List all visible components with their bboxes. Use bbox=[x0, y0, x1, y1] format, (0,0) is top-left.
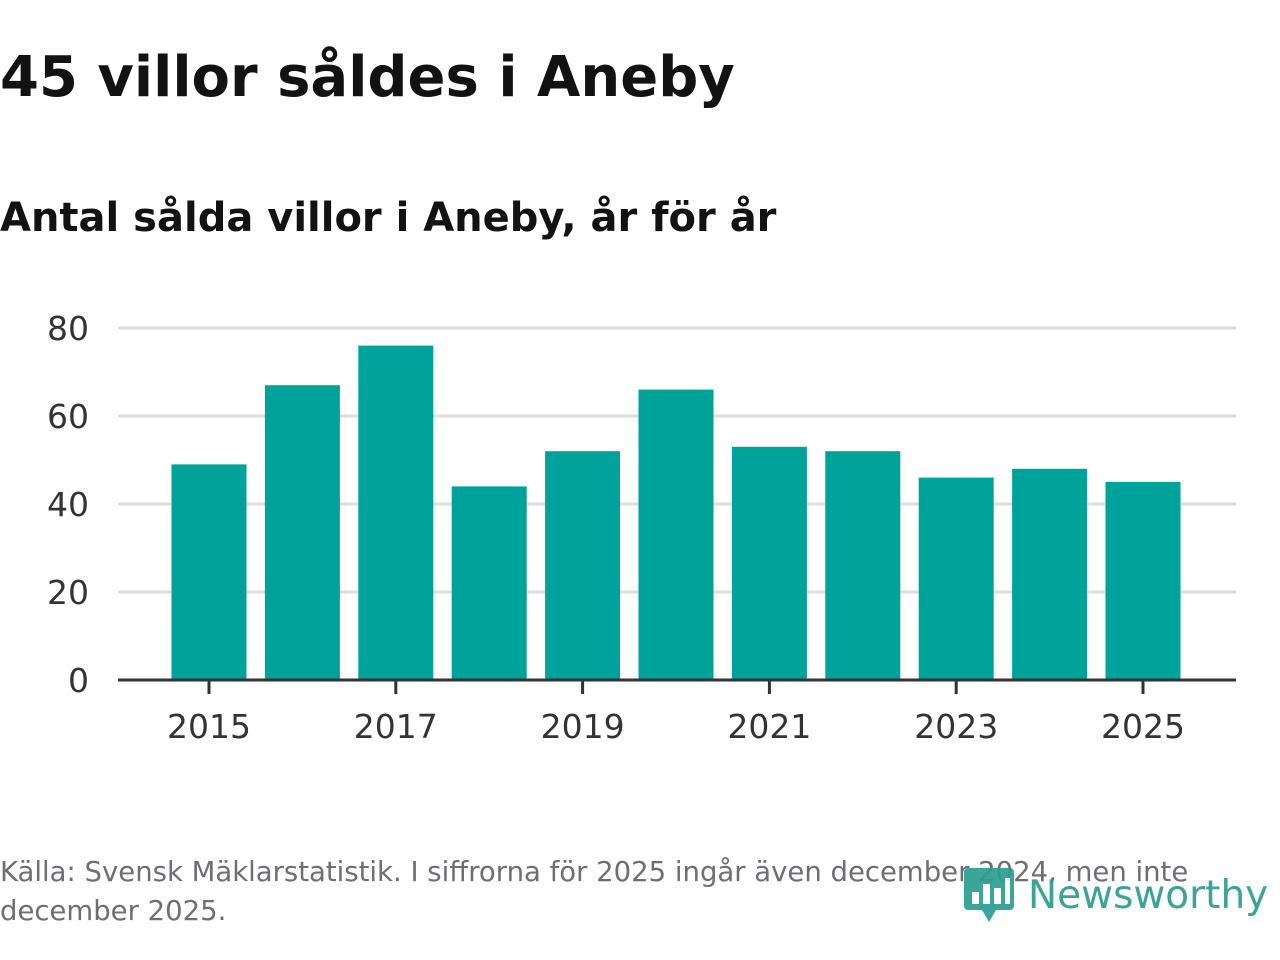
bar-2022 bbox=[825, 451, 901, 680]
bars bbox=[171, 345, 1181, 680]
bar-2021 bbox=[731, 446, 807, 680]
y-tick-label: 80 bbox=[47, 309, 89, 348]
x-tick-label: 2019 bbox=[541, 707, 625, 746]
chart-subtitle: Antal sålda villor i Aneby, år för år bbox=[0, 195, 777, 241]
bar-2020 bbox=[638, 389, 714, 680]
bar-2015 bbox=[171, 464, 247, 680]
y-tick-label: 0 bbox=[68, 661, 89, 700]
y-tick-label: 60 bbox=[47, 397, 89, 436]
bar-2018 bbox=[451, 486, 527, 680]
bar-chart: 0 20 40 60 80 2015 2017 2019 2021 2023 2025 bbox=[47, 309, 1236, 746]
y-tick-label: 20 bbox=[47, 573, 89, 612]
x-tick-label: 2025 bbox=[1101, 707, 1185, 746]
bar-2023 bbox=[918, 477, 994, 680]
x-axis-ticks: 2015 2017 2019 2021 2023 2025 bbox=[167, 680, 1185, 746]
y-tick-label: 40 bbox=[47, 485, 89, 524]
bar-2025 bbox=[1105, 482, 1181, 680]
bar-2019 bbox=[545, 451, 621, 680]
y-axis-ticks: 0 20 40 60 80 bbox=[47, 309, 89, 700]
chart-title: 45 villor såldes i Aneby bbox=[0, 45, 735, 110]
bar-2024 bbox=[1012, 468, 1088, 680]
newsworthy-logo-icon bbox=[964, 868, 1014, 922]
x-tick-label: 2015 bbox=[167, 707, 251, 746]
bar-2017 bbox=[358, 345, 434, 680]
newsworthy-logo-text: Newsworthy bbox=[1028, 872, 1269, 918]
x-tick-label: 2021 bbox=[727, 707, 811, 746]
x-tick-label: 2023 bbox=[914, 707, 998, 746]
x-tick-label: 2017 bbox=[354, 707, 438, 746]
bar-2016 bbox=[264, 385, 340, 680]
newsworthy-logo[interactable]: Newsworthy bbox=[962, 862, 1268, 928]
